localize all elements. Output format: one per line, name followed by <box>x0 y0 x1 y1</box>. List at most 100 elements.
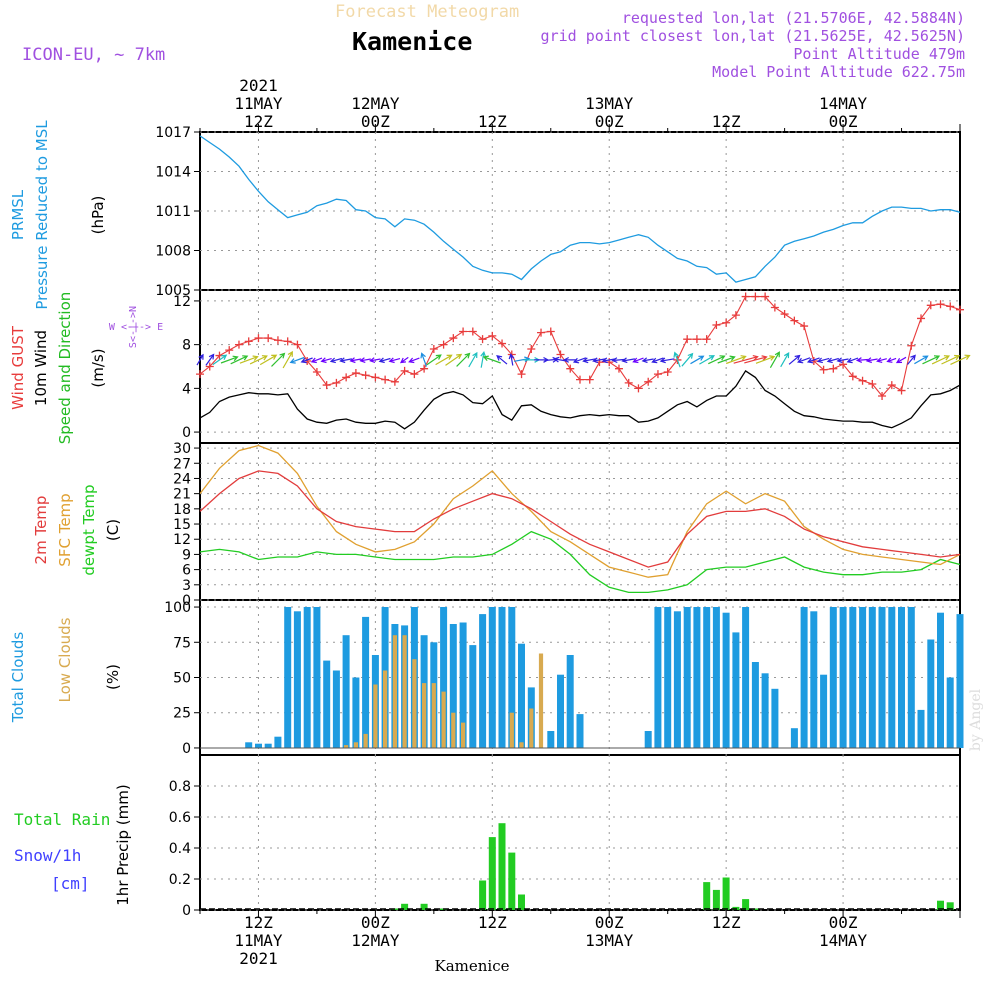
total-cloud-bar <box>829 607 837 748</box>
gust-marker <box>234 340 243 349</box>
wind-direction-arrow <box>445 353 463 366</box>
bottom-time-label: 00Z <box>595 913 624 932</box>
wind-direction-arrow <box>914 355 929 365</box>
wind-direction-arrow <box>408 357 420 364</box>
wind-direction-arrow <box>865 357 878 364</box>
total-cloud-bar <box>508 607 516 748</box>
gust-marker <box>683 335 692 344</box>
total-cloud-bar <box>255 743 262 748</box>
gust-marker <box>926 301 935 310</box>
low-cloud-bar <box>441 691 446 748</box>
wind-direction-arrow <box>339 357 353 364</box>
gust-marker <box>712 320 721 329</box>
wind-direction-arrow <box>826 357 839 364</box>
gust-marker <box>897 386 906 395</box>
wind-direction-arrow <box>482 355 501 364</box>
dewpt-label: dewpt Temp <box>80 484 98 575</box>
wind-direction-arrow <box>690 355 705 365</box>
gust-marker <box>273 336 282 345</box>
y-tick-label: 24 <box>173 471 191 487</box>
rain-bar <box>712 889 720 910</box>
gust-marker <box>653 370 662 379</box>
bottom-time-label: 11MAY <box>234 931 283 950</box>
rain-bar <box>742 899 750 910</box>
wind-direction-arrow <box>836 357 849 364</box>
top-time-label: 00Z <box>595 112 624 131</box>
rain-bar <box>703 882 711 910</box>
y-tick-label: 0.2 <box>169 872 191 888</box>
gust-label: Wind GUST <box>9 325 27 410</box>
total-cloud-bar <box>790 728 798 748</box>
top-time-label: 13MAY <box>585 94 634 113</box>
total-cloud-bar <box>917 709 925 748</box>
temp-unit: (C) <box>104 519 122 541</box>
wind-unit: (m/s) <box>89 348 107 387</box>
wind-direction-arrow <box>513 356 531 363</box>
location-title: Kamenice <box>352 27 472 56</box>
gust-marker <box>576 375 584 384</box>
top-time-label: 00Z <box>361 112 390 131</box>
gust-marker <box>692 335 701 344</box>
subtitle: Forecast Meteogram <box>335 2 519 22</box>
total-cloud-bar <box>732 632 740 748</box>
wind-direction-arrow <box>359 357 371 363</box>
total-cloud-bar <box>303 607 311 748</box>
low-cloud-bar <box>363 733 368 748</box>
gust-marker <box>390 377 399 386</box>
gust-marker <box>663 367 672 376</box>
gust-marker <box>614 364 623 373</box>
y-tick-label: 3 <box>182 578 191 594</box>
top-time-label: 12Z <box>478 112 507 131</box>
wind-direction-arrow <box>271 352 286 367</box>
total-cloud-bar <box>673 611 681 748</box>
wind-direction-arrow <box>220 355 239 364</box>
y-tick-label: 30 <box>173 441 191 457</box>
wind-direction-arrow <box>895 356 907 364</box>
snow-unit: [cm] <box>51 874 90 893</box>
total-cloud-bar <box>703 607 711 748</box>
wind-direction-arrow <box>563 356 577 363</box>
y-tick-label: 0 <box>182 593 191 609</box>
total-cloud-bar <box>440 607 448 748</box>
total-cloud-bar <box>771 688 779 748</box>
gust-marker <box>293 340 302 349</box>
y-tick-label: 15 <box>173 517 191 533</box>
gust-marker <box>205 362 214 371</box>
wind-direction-arrow <box>196 353 204 366</box>
wind-direction-arrow <box>601 357 616 364</box>
bottom-time-label: 00Z <box>829 913 858 932</box>
pressure-line <box>199 135 961 283</box>
total-cloud-bar <box>946 677 954 748</box>
total-cloud-bar <box>937 612 944 748</box>
wind-direction-arrow <box>744 355 768 364</box>
sfc-temp-label: SFC Temp <box>56 493 74 566</box>
wind-direction-arrow <box>369 357 381 363</box>
total-cloud-bar <box>693 607 701 748</box>
y-tick-label: 4 <box>182 381 191 397</box>
compass-ns: S<-|->N <box>128 306 139 348</box>
low-cloud-bar <box>392 635 397 748</box>
wind-direction-arrow <box>496 354 508 365</box>
wind-direction-arrow <box>259 354 278 366</box>
gust-marker <box>556 350 565 359</box>
gust-marker <box>566 364 575 373</box>
wind-direction-arrow <box>788 354 801 365</box>
requested-coords: requested lon,lat (21.5706E, 42.5884N) <box>622 9 965 27</box>
total-cloud-bar <box>332 670 340 748</box>
model-altitude: Model Point Altitude 622.75m <box>712 63 965 81</box>
rain-bar <box>488 837 496 910</box>
top-time-label: 11MAY <box>234 94 283 113</box>
rain-bar <box>722 877 730 910</box>
y-tick-label: 0.4 <box>169 841 191 857</box>
gust-marker <box>907 341 916 350</box>
gust-marker <box>917 314 926 323</box>
gust-marker <box>585 375 594 384</box>
total-cloud-bar <box>245 742 253 748</box>
gust-marker <box>498 339 507 348</box>
direction-label: Speed and Direction <box>56 292 74 445</box>
bottom-time-label: 12MAY <box>351 931 400 950</box>
y-tick-label: 6 <box>182 563 191 579</box>
pressure-label-2: Pressure Reduced to MSL <box>33 120 51 310</box>
panel-frame-3 <box>199 442 961 601</box>
total-cloud-bar <box>313 607 321 748</box>
